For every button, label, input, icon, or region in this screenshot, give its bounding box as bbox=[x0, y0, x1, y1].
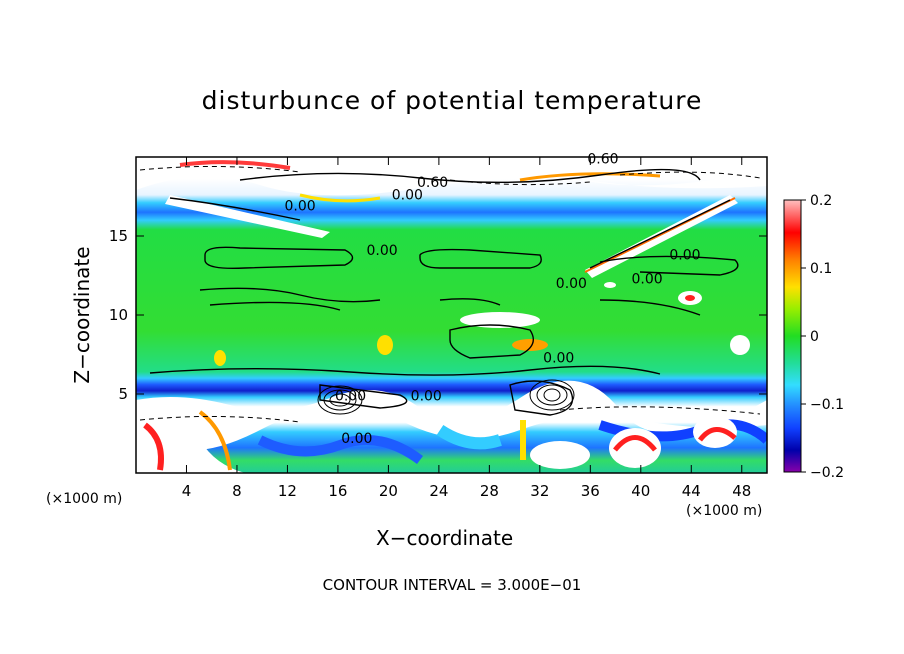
heatmap-field bbox=[136, 157, 767, 473]
y-axis-ticks: 5 10 15 bbox=[109, 227, 767, 403]
x-unit-label: (×1000 m) bbox=[686, 503, 763, 519]
contour-label: 0.00 bbox=[284, 199, 315, 215]
y-tick-label: 5 bbox=[118, 385, 128, 403]
x-tick-label: 4 bbox=[182, 482, 192, 500]
y-axis-label: Z−coordinate bbox=[70, 246, 94, 384]
contour-label: 0.00 bbox=[632, 271, 663, 287]
contour-label: 0.00 bbox=[341, 431, 372, 447]
contour-label: 0.60 bbox=[417, 175, 448, 191]
contour-label: 0.60 bbox=[587, 151, 618, 167]
colorbar-tick-label: −0.1 bbox=[810, 397, 844, 413]
contour-label: 0.00 bbox=[392, 188, 423, 204]
x-tick-label: 28 bbox=[480, 482, 499, 500]
colorbar-tick-label: −0.2 bbox=[810, 465, 844, 481]
contour-label: 0.00 bbox=[543, 350, 574, 366]
x-tick-label: 20 bbox=[379, 482, 398, 500]
contour-labels: 0.00 0.00 0.00 0.00 0.00 0.00 0.00 0.00 0.00 0.00… bbox=[284, 151, 700, 447]
contour-label: 0.00 bbox=[411, 388, 442, 404]
x-tick-label: 12 bbox=[278, 482, 297, 500]
x-axis-ticks: 4 8 12 16 20 24 28 32 36 40 44 48 bbox=[182, 157, 751, 500]
x-tick-label: 24 bbox=[429, 482, 448, 500]
contour-label: 0.00 bbox=[367, 243, 398, 259]
x-tick-label: 44 bbox=[682, 482, 701, 500]
chart-title: disturbunce of potential temperature bbox=[201, 86, 703, 115]
x-tick-label: 48 bbox=[732, 482, 751, 500]
contour-label: 0.00 bbox=[556, 276, 587, 292]
colorbar-tick-label: 0.1 bbox=[810, 261, 832, 277]
y-tick-label: 15 bbox=[109, 227, 128, 245]
x-tick-label: 40 bbox=[631, 482, 650, 500]
colorbar-tick-label: 0.2 bbox=[810, 193, 832, 209]
colorbar-tick-label: 0 bbox=[810, 329, 819, 345]
x-tick-label: 8 bbox=[232, 482, 242, 500]
colorbar-ticks: 0.2 0.1 0 −0.1 −0.2 bbox=[801, 193, 844, 481]
contour-label: 0.00 bbox=[669, 248, 700, 264]
contour-interval-note: CONTOUR INTERVAL = 3.000E−01 bbox=[322, 576, 582, 594]
x-tick-label: 36 bbox=[581, 482, 600, 500]
y-tick-label: 10 bbox=[109, 306, 128, 324]
z-unit-label: (×1000 m) bbox=[46, 491, 123, 507]
contour-label: 0.00 bbox=[335, 388, 366, 404]
x-tick-label: 32 bbox=[530, 482, 549, 500]
colorbar bbox=[783, 199, 802, 473]
x-tick-label: 16 bbox=[328, 482, 347, 500]
x-axis-label: X−coordinate bbox=[376, 526, 514, 550]
